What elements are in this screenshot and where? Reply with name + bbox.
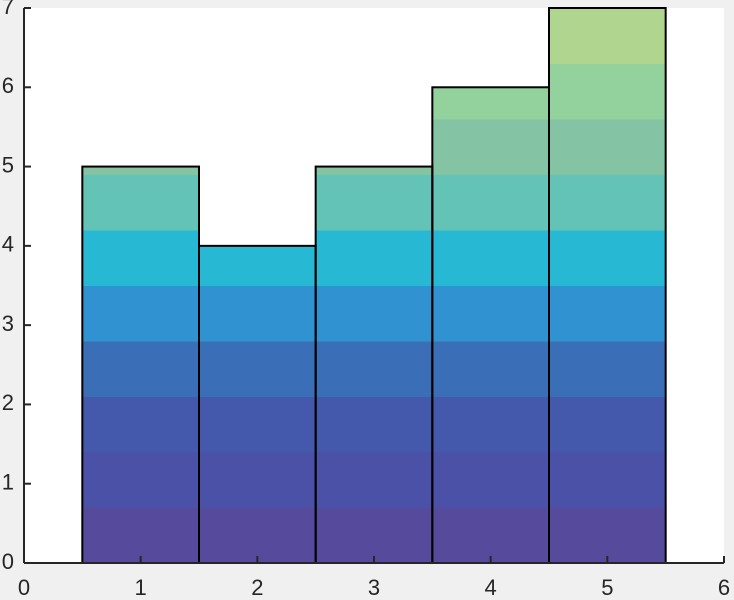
y-tick-label: 4 [2,232,14,257]
y-tick-label: 6 [2,73,14,98]
y-tick-label: 1 [2,470,14,495]
x-tick-label: 6 [718,575,730,600]
color-band [82,396,666,453]
x-tick-label: 1 [135,575,147,600]
x-tick-label: 3 [368,575,380,600]
y-tick-label: 5 [2,152,14,177]
color-band [82,507,666,564]
x-tick-label: 2 [251,575,263,600]
color-band [82,230,666,286]
color-band [82,452,666,508]
color-band [82,285,666,342]
y-tick-label: 3 [2,311,14,336]
color-band [82,174,666,231]
x-tick-label: 5 [601,575,613,600]
color-band [82,341,666,397]
y-tick-label: 2 [2,390,14,415]
x-tick-label: 4 [485,575,497,600]
y-tick-label: 0 [2,549,14,574]
x-tick-label: 0 [18,575,30,600]
y-tick-label: 7 [2,0,14,19]
